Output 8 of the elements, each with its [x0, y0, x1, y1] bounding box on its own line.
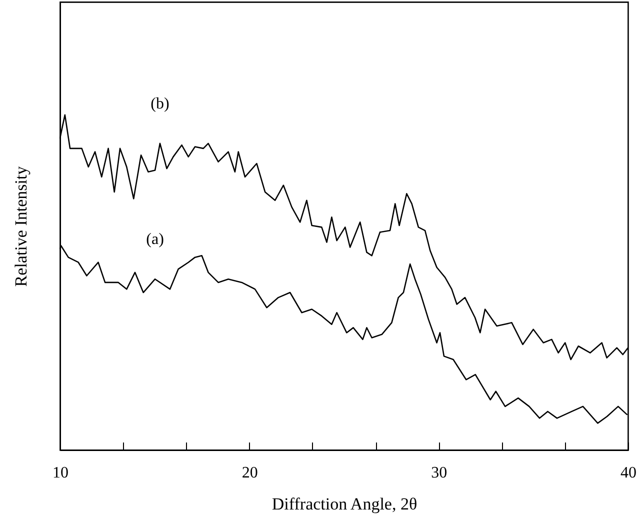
series-label: (a) — [146, 231, 164, 248]
x-tick-label: 20 — [242, 464, 258, 482]
y-axis-title: Relative Intensity — [12, 166, 30, 287]
x-tick-label: 10 — [52, 464, 68, 482]
x-tick-label: 30 — [431, 464, 448, 482]
text: (b) — [150, 95, 170, 112]
x-tick-label: 40 — [620, 464, 636, 482]
x-axis-title: Diffraction Angle, 2θ — [272, 494, 418, 514]
